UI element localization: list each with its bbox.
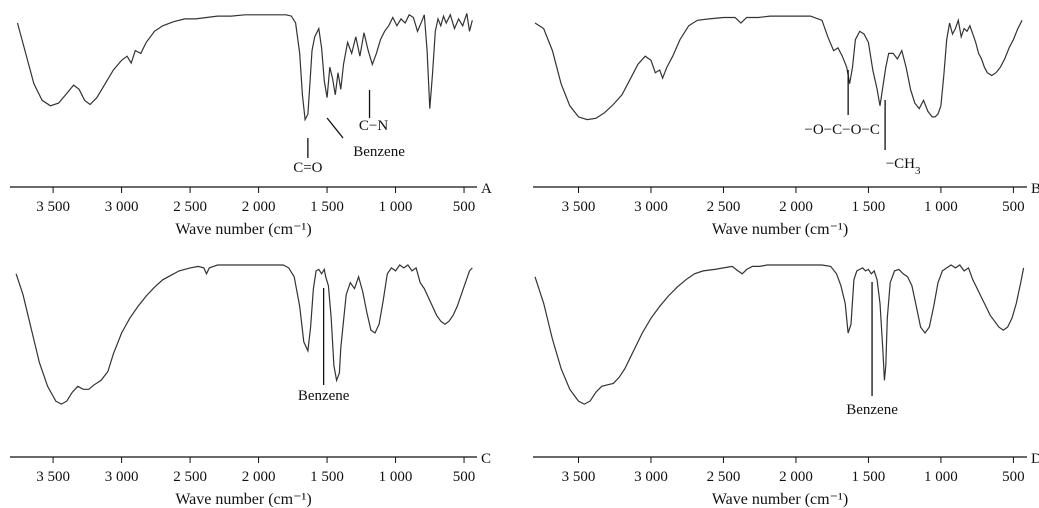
panel-label: A <box>481 181 492 197</box>
x-tick-label: 3 000 <box>634 199 668 215</box>
x-tick-label: 1 000 <box>924 199 958 215</box>
x-tick-label: 500 <box>453 199 476 215</box>
annotation-label: Benzene <box>353 144 405 160</box>
x-tick-label: 1 500 <box>310 199 344 215</box>
x-axis-title: Wave number (cm⁻¹) <box>175 221 311 238</box>
x-tick-label: 1 000 <box>924 469 958 485</box>
x-tick-label: 3 500 <box>562 199 596 215</box>
x-tick-label: 1 500 <box>852 199 886 215</box>
panel-label: C <box>481 451 491 467</box>
spectrum-panel-d: 3 500 3 000 2 500 2 000 1 500 1 000 500 D Wave n… <box>533 264 1039 508</box>
spectrum-panel-c: 3 500 3 000 2 500 2 000 1 500 1 000 500 C Wave n… <box>10 264 491 508</box>
x-tick-label: 2 500 <box>707 469 741 485</box>
x-axis-title: Wave number (cm⁻¹) <box>712 221 848 238</box>
x-tick-label: 500 <box>1002 469 1025 485</box>
x-tick-label: 3 000 <box>105 199 139 215</box>
spectrum-line <box>534 264 1025 405</box>
annotation-label: −O−C−O−C <box>804 122 880 138</box>
annotation-label: C−N <box>359 118 388 134</box>
x-tick-label: 1 500 <box>852 469 886 485</box>
x-tick-label: 500 <box>453 469 476 485</box>
panel-label: D <box>1031 451 1039 467</box>
spectrum-line <box>15 264 473 405</box>
annotation-label: Benzene <box>846 402 898 418</box>
x-axis-title: Wave number (cm⁻¹) <box>175 491 311 508</box>
spectrum-panel-a: 3 500 3 000 2 500 2 000 1 500 1 000 500 A Wave n… <box>10 13 492 238</box>
annotation-label: C=O <box>293 160 322 176</box>
x-tick-label: 2 000 <box>242 199 276 215</box>
spectrum-panel-b: 3 500 3 000 2 500 2 000 1 500 1 000 500 B Wave n… <box>533 15 1039 238</box>
x-tick-label: 1 000 <box>379 199 413 215</box>
annotation-label: Benzene <box>298 388 350 404</box>
annotation-label: −CH3 <box>886 156 921 177</box>
x-tick-label: 3 500 <box>36 469 70 485</box>
annotation-pointer <box>326 117 344 139</box>
x-tick-label: 3 500 <box>562 469 596 485</box>
x-tick-label: 1 500 <box>310 469 344 485</box>
spectrum-line <box>534 15 1023 121</box>
x-axis-title: Wave number (cm⁻¹) <box>712 491 848 508</box>
x-tick-label: 2 500 <box>173 199 207 215</box>
x-tick-label: 2 000 <box>779 199 813 215</box>
spectrum-line <box>16 13 473 122</box>
x-tick-label: 2 500 <box>707 199 741 215</box>
x-tick-label: 500 <box>1002 199 1025 215</box>
panels-root: 3 500 3 000 2 500 2 000 1 500 1 000 500 A Wave n… <box>10 13 1039 508</box>
x-tick-label: 2 000 <box>779 469 813 485</box>
x-tick-label: 3 000 <box>634 469 668 485</box>
panel-label: B <box>1031 181 1039 197</box>
x-tick-label: 3 500 <box>36 199 70 215</box>
x-tick-label: 3 000 <box>105 469 139 485</box>
x-tick-label: 2 500 <box>173 469 207 485</box>
x-tick-label: 1 000 <box>379 469 413 485</box>
x-tick-label: 2 000 <box>242 469 276 485</box>
